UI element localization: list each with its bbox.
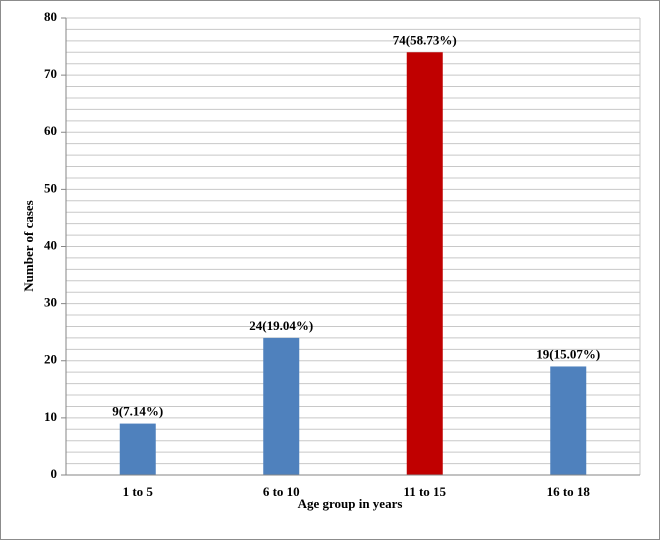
y-tick-label: 20 bbox=[44, 352, 57, 367]
y-tick-label: 0 bbox=[51, 466, 58, 481]
y-tick-label: 60 bbox=[44, 123, 57, 138]
bar bbox=[406, 52, 443, 476]
x-tick-label: 6 to 10 bbox=[263, 484, 300, 499]
x-tick-label: 11 to 15 bbox=[403, 484, 446, 499]
y-tick-label: 10 bbox=[44, 409, 57, 424]
bar bbox=[263, 337, 300, 475]
x-tick-label: 1 to 5 bbox=[123, 484, 154, 499]
bar bbox=[550, 366, 587, 475]
bar bbox=[119, 423, 156, 475]
x-tick-label: 16 to 18 bbox=[547, 484, 591, 499]
y-tick-label: 30 bbox=[44, 295, 57, 310]
y-axis-label: Number of cases bbox=[21, 200, 36, 291]
value-label: 19(15.07%) bbox=[536, 346, 600, 361]
y-tick-label: 70 bbox=[44, 66, 57, 81]
x-axis-label: Age group in years bbox=[298, 496, 403, 511]
y-tick-label: 80 bbox=[44, 9, 57, 24]
y-tick-label: 50 bbox=[44, 180, 57, 195]
y-tick-label: 40 bbox=[44, 237, 57, 252]
value-label: 74(58.73%) bbox=[393, 32, 457, 47]
value-label: 24(19.04%) bbox=[249, 318, 313, 333]
value-label: 9(7.14%) bbox=[112, 404, 163, 419]
